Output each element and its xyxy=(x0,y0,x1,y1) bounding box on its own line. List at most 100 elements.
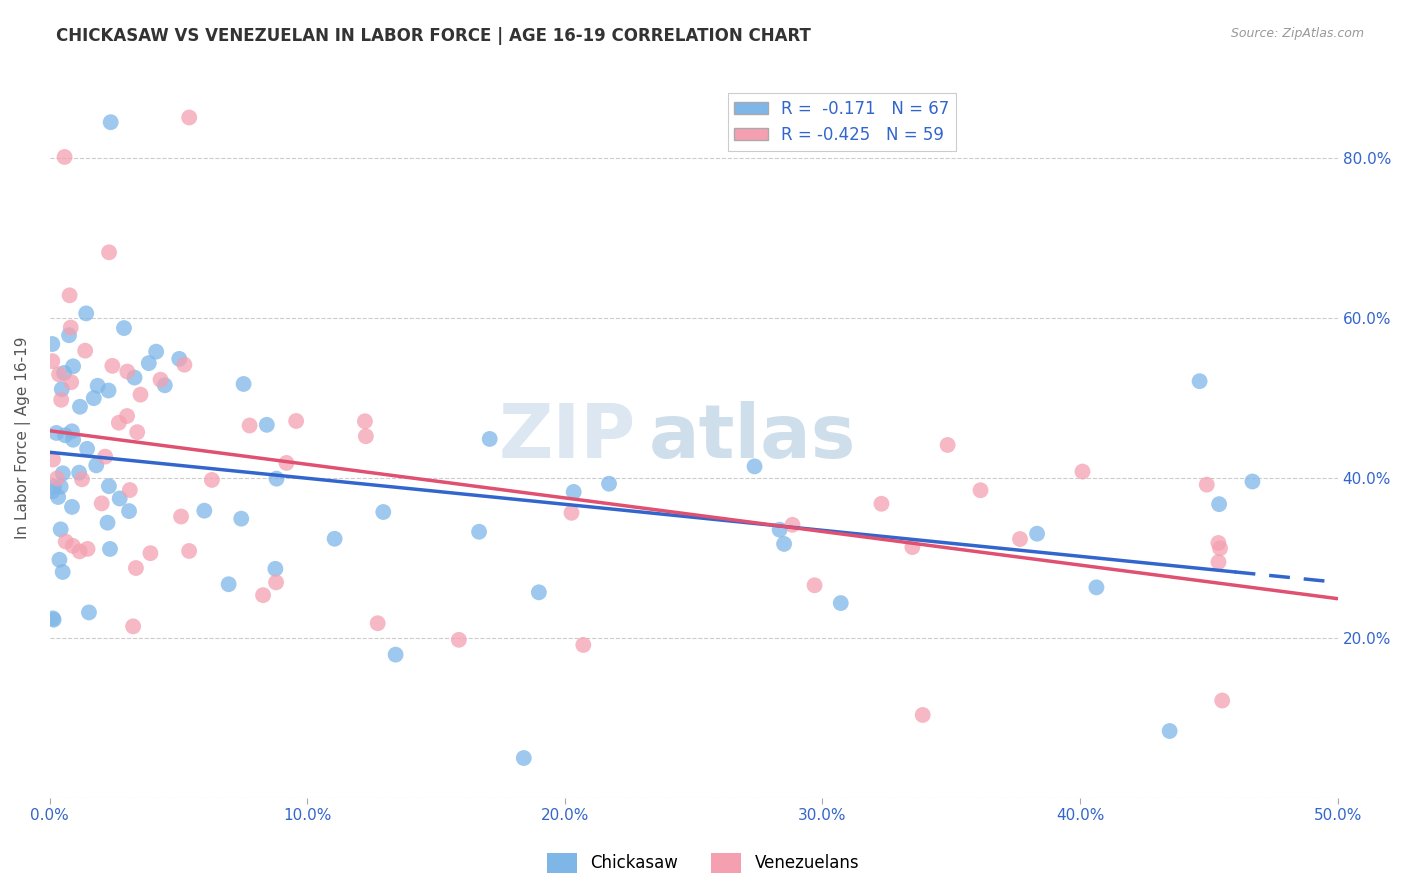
Point xyxy=(41,354,63,368)
Point xyxy=(1209,541,1232,556)
Point xyxy=(53,366,76,380)
Point xyxy=(231,511,253,525)
Point xyxy=(562,484,585,499)
Point xyxy=(108,416,131,430)
Point xyxy=(1008,532,1031,546)
Point xyxy=(124,370,146,384)
Point xyxy=(100,115,122,129)
Point xyxy=(69,400,91,414)
Point xyxy=(768,523,790,537)
Point xyxy=(149,373,172,387)
Point xyxy=(97,479,120,493)
Point xyxy=(86,378,108,392)
Point xyxy=(139,546,162,560)
Point xyxy=(266,472,288,486)
Point xyxy=(118,504,141,518)
Point xyxy=(138,356,160,370)
Point xyxy=(101,359,124,373)
Point xyxy=(1159,724,1181,739)
Point xyxy=(51,382,73,396)
Point xyxy=(46,490,69,504)
Point xyxy=(77,606,100,620)
Point xyxy=(468,524,491,539)
Point xyxy=(145,344,167,359)
Point xyxy=(936,438,959,452)
Point xyxy=(49,480,72,494)
Point xyxy=(572,638,595,652)
Point xyxy=(193,504,215,518)
Point xyxy=(527,585,550,599)
Point xyxy=(1208,555,1230,569)
Text: Source: ZipAtlas.com: Source: ZipAtlas.com xyxy=(1230,27,1364,40)
Point xyxy=(170,509,193,524)
Point xyxy=(773,537,796,551)
Point xyxy=(870,497,893,511)
Point xyxy=(1071,465,1094,479)
Point xyxy=(129,387,152,401)
Point xyxy=(447,632,470,647)
Point xyxy=(179,544,201,558)
Point xyxy=(51,392,73,407)
Point xyxy=(1208,536,1230,550)
Point xyxy=(276,456,298,470)
Legend: R =  -0.171   N = 67, R = -0.425   N = 59: R = -0.171 N = 67, R = -0.425 N = 59 xyxy=(727,93,956,151)
Point xyxy=(373,505,395,519)
Point xyxy=(256,417,278,432)
Y-axis label: In Labor Force | Age 16-19: In Labor Force | Age 16-19 xyxy=(15,336,31,539)
Point xyxy=(803,578,825,592)
Point xyxy=(127,425,149,439)
Point xyxy=(173,358,195,372)
Point xyxy=(744,459,766,474)
Point xyxy=(1026,526,1049,541)
Point xyxy=(112,321,135,335)
Point xyxy=(830,596,852,610)
Point xyxy=(62,433,84,447)
Point xyxy=(41,337,63,351)
Point xyxy=(252,588,274,602)
Point xyxy=(52,467,75,481)
Point xyxy=(285,414,308,428)
Point xyxy=(560,506,582,520)
Point xyxy=(201,473,224,487)
Point xyxy=(218,577,240,591)
Point xyxy=(48,368,70,382)
Point xyxy=(179,111,201,125)
Point xyxy=(42,613,65,627)
Point xyxy=(41,484,63,499)
Point xyxy=(84,458,107,473)
Point xyxy=(70,472,93,486)
Point xyxy=(83,391,105,405)
Point xyxy=(118,483,141,497)
Point xyxy=(239,418,262,433)
Text: atlas: atlas xyxy=(648,401,856,475)
Point xyxy=(53,150,76,164)
Point xyxy=(58,328,80,343)
Point xyxy=(52,565,75,579)
Point xyxy=(76,541,98,556)
Point xyxy=(62,539,84,553)
Point xyxy=(1188,374,1211,388)
Point xyxy=(901,540,924,554)
Point xyxy=(98,245,121,260)
Point xyxy=(1085,580,1108,594)
Point xyxy=(232,376,254,391)
Point xyxy=(1241,475,1264,489)
Point xyxy=(90,496,112,510)
Point xyxy=(53,428,76,442)
Point xyxy=(1195,477,1218,491)
Point xyxy=(478,432,501,446)
Text: CHICKASAW VS VENEZUELAN IN LABOR FORCE | AGE 16-19 CORRELATION CHART: CHICKASAW VS VENEZUELAN IN LABOR FORCE |… xyxy=(56,27,811,45)
Point xyxy=(782,517,804,532)
Point xyxy=(323,532,346,546)
Point xyxy=(98,541,121,556)
Point xyxy=(60,375,83,389)
Point xyxy=(76,442,98,456)
Point xyxy=(96,516,118,530)
Point xyxy=(75,306,97,320)
Point xyxy=(125,561,148,575)
Point xyxy=(115,409,138,423)
Point xyxy=(75,343,97,358)
Point xyxy=(62,359,84,374)
Point xyxy=(384,648,406,662)
Point xyxy=(60,425,83,439)
